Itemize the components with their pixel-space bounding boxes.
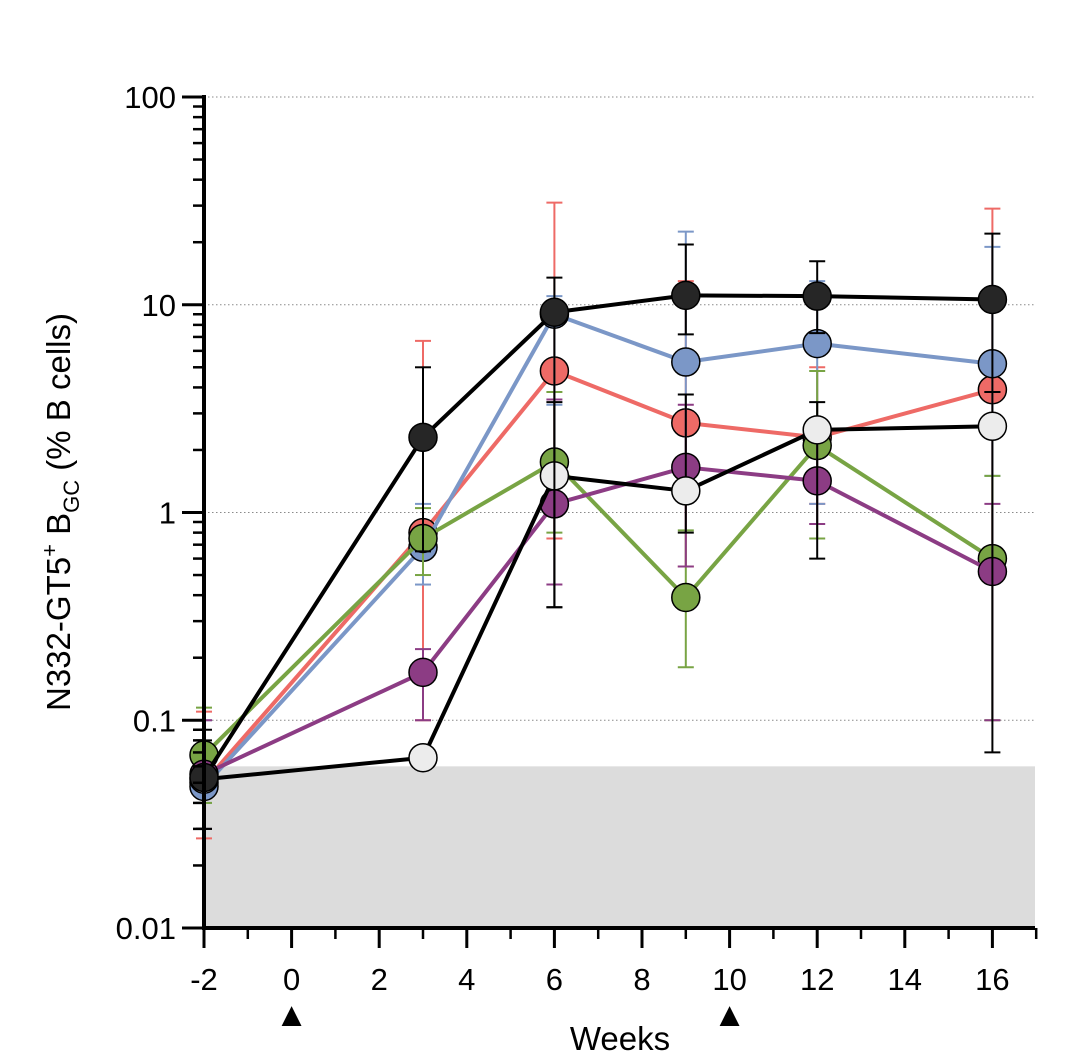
y-tick-label: 0.1 <box>133 703 176 738</box>
x-axis-title: Weeks <box>570 1020 670 1055</box>
data-point <box>408 422 438 453</box>
y-axis-title-subscript: GC <box>59 480 84 513</box>
y-axis-title-superscript: + <box>37 544 62 557</box>
x-tick-label: 14 <box>888 962 922 997</box>
data-point <box>671 582 701 613</box>
x-tick-label: 10 <box>712 962 746 997</box>
data-point <box>802 281 832 311</box>
axes: 0.01 0.1 1 10 100 -2 0 2 4 6 8 10 12 14 16 ▲ ▲ <box>116 80 1038 1034</box>
x-tick-label: 6 <box>546 962 563 997</box>
x-tick-label: 2 <box>371 962 388 997</box>
data-point <box>802 415 832 445</box>
data-point <box>977 411 1008 442</box>
series-black <box>189 232 1008 830</box>
series-line <box>203 465 994 777</box>
labels: Weeks N332-GT5+ BGC (% B cells) <box>37 313 670 1055</box>
grid-lines <box>204 96 1035 721</box>
y-tick-label: 100 <box>124 80 176 115</box>
x-tick-label: -2 <box>190 962 218 997</box>
y-axis-title-mid: B <box>40 513 77 544</box>
series-line <box>202 312 993 788</box>
series-layer <box>189 201 1008 840</box>
series-line <box>203 424 993 782</box>
data-point <box>671 347 701 377</box>
y-tick-label: 10 <box>142 288 176 323</box>
data-point <box>671 476 701 506</box>
series-green <box>189 369 1008 804</box>
x-tick-label: 8 <box>633 962 650 997</box>
data-point <box>408 742 438 773</box>
y-axis-title-prefix: N332-GT5 <box>40 557 77 711</box>
y-tick-label: 1 <box>159 496 176 531</box>
data-point <box>671 280 701 311</box>
immunization-marker: ▲ <box>275 996 309 1034</box>
x-tick-label: 16 <box>975 962 1009 997</box>
data-point <box>539 297 570 328</box>
x-tick-label: 0 <box>283 962 300 997</box>
data-point <box>977 284 1008 315</box>
series-purple <box>189 398 1008 830</box>
series-line <box>202 443 994 757</box>
y-axis-title: N332-GT5+ BGC (% B cells) <box>37 313 84 711</box>
y-axis-title-suffix: (% B cells) <box>40 313 77 480</box>
data-point <box>408 657 438 688</box>
detection-limit-band <box>204 766 1035 928</box>
y-tick-label: 0.01 <box>116 911 176 946</box>
series-line <box>202 293 993 779</box>
x-tick-label: 4 <box>458 962 475 997</box>
x-tick-label: 12 <box>800 962 834 997</box>
immunization-marker: ▲ <box>713 996 747 1034</box>
